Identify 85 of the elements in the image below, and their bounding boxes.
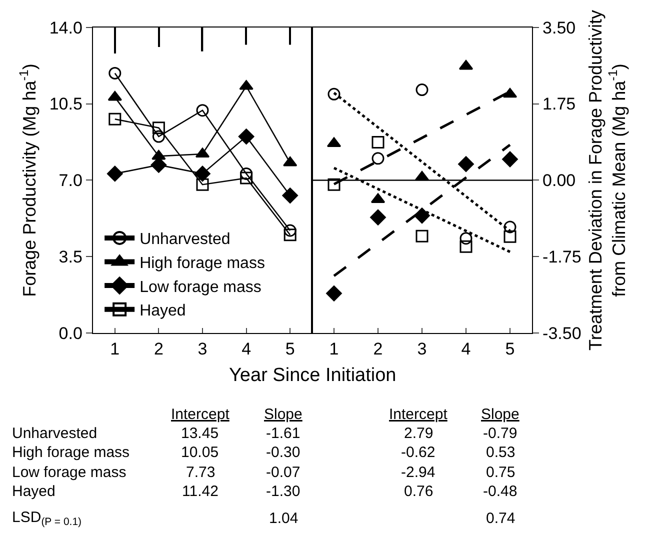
point — [152, 122, 165, 134]
y-tick-label: 14.0 — [49, 18, 82, 38]
x-tick-label: 5 — [505, 340, 515, 359]
point — [108, 112, 122, 126]
x-tick-label: 3 — [198, 340, 208, 359]
point — [460, 240, 472, 253]
y-tick-label: 3.50 — [542, 18, 576, 38]
text: -2.94 — [401, 464, 436, 481]
text: -0.48 — [483, 483, 518, 500]
point — [326, 286, 342, 302]
point — [152, 130, 165, 143]
x-tick-label: 4 — [461, 340, 471, 359]
point — [196, 178, 209, 191]
point — [458, 156, 474, 172]
point — [416, 84, 428, 96]
point — [240, 167, 253, 180]
text: 0.53 — [486, 444, 516, 461]
point — [504, 220, 516, 234]
text: 0.75 — [486, 464, 516, 481]
point — [196, 104, 209, 117]
point — [107, 166, 123, 182]
text: -1.61 — [266, 425, 300, 442]
text: High forage mass — [12, 444, 130, 461]
y-tick-label: -1.75 — [542, 248, 582, 267]
text: 0.76 — [404, 483, 434, 500]
point — [370, 209, 386, 226]
text: LSD$_{(P = 0.1)}$ — [12, 509, 82, 528]
text: Intercept — [171, 406, 230, 423]
point — [416, 230, 428, 242]
text: Intercept — [389, 406, 448, 423]
point — [328, 88, 340, 100]
text: 7.73 — [186, 464, 216, 481]
point — [458, 60, 474, 70]
text: Unharvested — [12, 425, 98, 442]
y-tick-label: -3.50 — [542, 324, 582, 344]
point — [502, 151, 518, 168]
point — [284, 228, 296, 242]
x-axis-title: Year Since Initiation — [229, 365, 396, 386]
x-tick-label: 2 — [154, 340, 164, 359]
point — [502, 88, 518, 98]
y-tick-label: 0.0 — [58, 324, 82, 344]
point — [194, 166, 210, 182]
point — [504, 230, 516, 243]
text: -0.62 — [401, 444, 436, 461]
text: Slope — [264, 406, 302, 423]
text: 0.74 — [486, 510, 516, 527]
text: Slope — [481, 406, 520, 423]
y-tick-label: 1.75 — [542, 94, 576, 114]
text: -1.30 — [266, 483, 300, 500]
text: 13.45 — [181, 425, 219, 442]
y-tick-label: 0.00 — [542, 171, 576, 190]
x-tick-label: 1 — [110, 340, 120, 359]
x-tick-label: 4 — [242, 340, 252, 359]
text: 11.42 — [182, 483, 218, 500]
point — [238, 128, 254, 144]
point — [108, 66, 122, 80]
text: Low forage mass — [12, 464, 126, 481]
point — [240, 172, 253, 184]
legend-label: Low forage mass — [140, 278, 262, 296]
y-tick-label: 7.0 — [58, 171, 82, 190]
text: Hayed — [12, 483, 56, 500]
text: 1.04 — [269, 510, 298, 527]
y-tick-label: 10.5 — [49, 94, 82, 114]
point — [328, 178, 340, 191]
text: -0.79 — [483, 425, 518, 442]
point — [460, 232, 472, 245]
legend-label: High forage mass — [140, 254, 265, 272]
text: -0.07 — [266, 464, 300, 481]
point — [372, 152, 384, 165]
text: 10.05 — [181, 444, 219, 461]
point — [326, 137, 342, 148]
y-tick-label: 3.5 — [58, 248, 82, 267]
point — [282, 188, 298, 204]
x-tick-label: 3 — [417, 340, 427, 359]
text: 2.79 — [404, 425, 434, 442]
text: -0.30 — [266, 444, 300, 461]
legend-label: Hayed — [140, 302, 186, 320]
x-tick-label: 2 — [373, 340, 383, 359]
point — [108, 90, 122, 101]
point — [284, 224, 296, 237]
point — [372, 136, 384, 148]
x-tick-label: 1 — [329, 340, 339, 359]
x-tick-label: 5 — [285, 340, 295, 359]
point — [195, 148, 210, 158]
legend-label: Unharvested — [140, 231, 230, 248]
